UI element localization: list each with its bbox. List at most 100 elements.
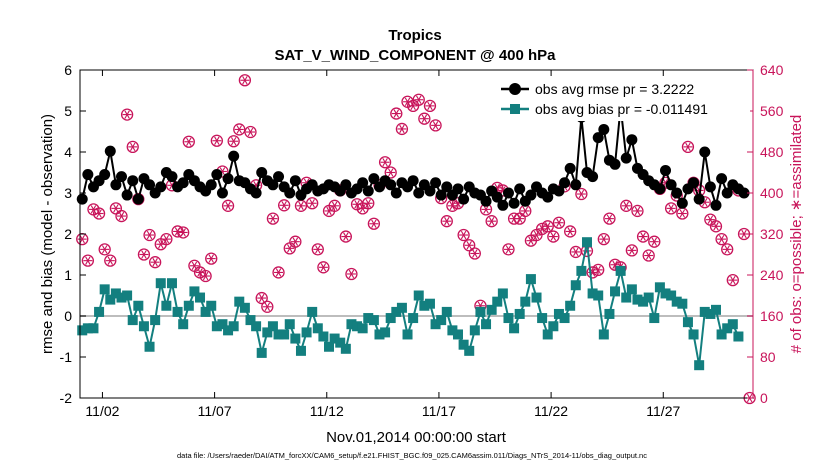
bias-point bbox=[312, 323, 323, 334]
obs-count-point bbox=[642, 249, 655, 262]
bias-point bbox=[553, 308, 564, 319]
rmse-point bbox=[704, 181, 716, 193]
bias-point bbox=[475, 306, 486, 317]
x-axis-label: Nov.01,2014 00:00:00 start bbox=[326, 429, 507, 446]
obs-count-point bbox=[721, 243, 734, 256]
rmse-point bbox=[570, 179, 582, 191]
bias-point bbox=[537, 313, 548, 324]
bias-point bbox=[688, 329, 699, 340]
bias-point bbox=[346, 319, 357, 330]
series-rmse bbox=[76, 101, 750, 211]
bias-point bbox=[88, 323, 99, 334]
bias-point bbox=[716, 329, 727, 340]
bias-point bbox=[290, 333, 301, 344]
obs-count-point bbox=[636, 230, 650, 243]
bias-point bbox=[682, 317, 693, 328]
rmse-point bbox=[211, 169, 223, 181]
y-tick-label-left: 6 bbox=[64, 62, 72, 78]
bias-point bbox=[396, 302, 407, 313]
rmse-point bbox=[99, 169, 111, 181]
y-axis-label-right: # of obs: o=possible; ∗=assimilated bbox=[788, 115, 805, 354]
rmse-point bbox=[121, 189, 133, 201]
bias-point bbox=[144, 341, 155, 352]
series-bias bbox=[77, 237, 744, 371]
rmse-point bbox=[693, 193, 705, 205]
obs-count-point bbox=[255, 291, 268, 305]
y-tick-label-left: 0 bbox=[64, 308, 72, 324]
bias-point bbox=[660, 288, 671, 299]
bias-point bbox=[458, 339, 469, 350]
bias-point bbox=[671, 296, 682, 307]
obs-count-point bbox=[631, 204, 644, 218]
bias-point bbox=[329, 333, 340, 344]
obs-count-point bbox=[502, 243, 515, 256]
rmse-point bbox=[435, 189, 447, 201]
bias-point bbox=[166, 278, 177, 289]
legend: obs avg rmse pr = 3.2222 obs avg bias pr… bbox=[495, 77, 750, 121]
bias-point bbox=[150, 315, 161, 326]
rmse-point bbox=[413, 187, 425, 199]
rmse-point bbox=[559, 177, 571, 189]
y-tick-label-right: 640 bbox=[760, 62, 784, 78]
obs-count-point bbox=[726, 273, 739, 287]
rmse-point bbox=[716, 173, 728, 185]
y-tick-label-right: 240 bbox=[760, 267, 784, 283]
rmse-point bbox=[166, 171, 178, 183]
rmse-point bbox=[362, 185, 374, 197]
bias-point bbox=[699, 306, 710, 317]
obs-count-point bbox=[709, 220, 723, 233]
bias-point bbox=[385, 313, 396, 324]
rmse-point bbox=[654, 183, 666, 195]
obs-count-point bbox=[620, 199, 633, 212]
rmse-point bbox=[671, 187, 683, 199]
obs-count-point bbox=[244, 125, 257, 139]
ticks-left: -2 -1 0 1 2 3 4 5 6 bbox=[60, 62, 86, 406]
bias-point bbox=[262, 327, 273, 338]
bias-point bbox=[374, 329, 385, 340]
bias-point bbox=[368, 315, 379, 326]
bias-point bbox=[138, 321, 149, 332]
bias-point bbox=[110, 288, 121, 299]
obs-count-point bbox=[115, 209, 128, 223]
bias-point bbox=[503, 313, 514, 324]
rmse-point bbox=[508, 197, 520, 209]
obs-count-point bbox=[266, 212, 280, 225]
bias-point bbox=[727, 319, 738, 330]
bias-point bbox=[649, 313, 660, 324]
rmse-point bbox=[216, 187, 228, 199]
bias-point bbox=[710, 304, 721, 315]
rmse-point bbox=[385, 179, 397, 191]
bias-point bbox=[430, 319, 441, 330]
bias-point bbox=[570, 280, 581, 291]
bias-point bbox=[654, 282, 665, 293]
rmse-point bbox=[368, 173, 380, 185]
bias-point bbox=[357, 323, 368, 334]
rmse-point bbox=[609, 158, 621, 170]
bias-point bbox=[352, 321, 363, 332]
rmse-point bbox=[424, 185, 436, 197]
y-tick-label-left: 1 bbox=[64, 267, 72, 283]
rmse-point bbox=[660, 164, 672, 176]
obs-count-point bbox=[412, 93, 425, 106]
y-tick-label-right: 320 bbox=[760, 226, 784, 242]
bias-point bbox=[598, 329, 609, 340]
y-tick-label-left: -1 bbox=[60, 349, 73, 365]
obs-count-point bbox=[345, 267, 358, 281]
obs-count-point bbox=[648, 235, 661, 248]
obs-count-point bbox=[81, 254, 95, 267]
obs-count-point bbox=[395, 122, 409, 136]
bias-point bbox=[621, 292, 632, 303]
rmse-point bbox=[289, 175, 301, 187]
rmse-point bbox=[514, 183, 526, 195]
obs-count-point bbox=[592, 263, 605, 277]
bias-point bbox=[604, 308, 615, 319]
obs-count-point bbox=[608, 258, 622, 271]
bias-point bbox=[223, 325, 234, 336]
obs-count-point bbox=[149, 256, 162, 269]
bias-point bbox=[172, 306, 183, 317]
bias-point bbox=[391, 306, 402, 317]
rmse-point bbox=[132, 193, 144, 205]
bias-point bbox=[402, 329, 413, 340]
rmse-point bbox=[116, 171, 128, 183]
